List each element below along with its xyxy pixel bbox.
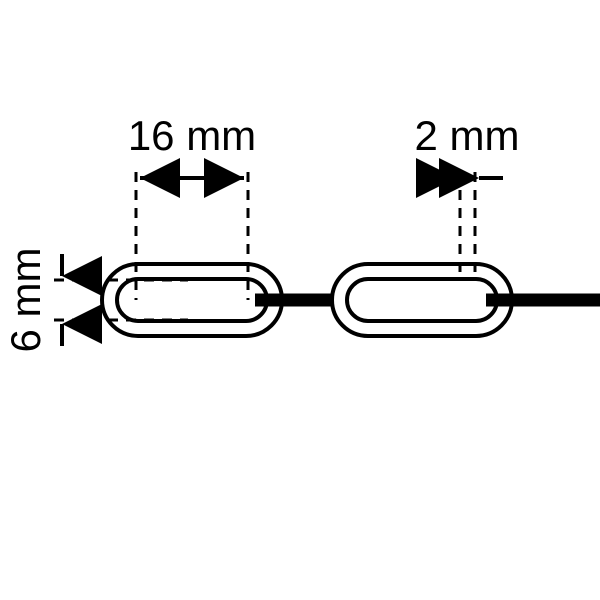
chain-link-2 — [332, 264, 512, 336]
chain-dimension-diagram: 16 mm 2 mm 6 mm — [0, 0, 600, 600]
label-height: 6 mm — [2, 248, 49, 353]
label-thickness: 2 mm — [415, 112, 520, 159]
label-width: 16 mm — [128, 112, 256, 159]
